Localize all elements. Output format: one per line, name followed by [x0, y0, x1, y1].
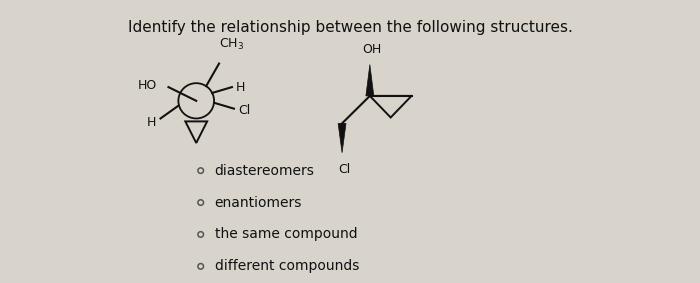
Polygon shape: [338, 123, 346, 153]
Text: H: H: [147, 116, 157, 129]
Text: different compounds: different compounds: [215, 259, 359, 273]
Text: Identify the relationship between the following structures.: Identify the relationship between the fo…: [127, 20, 573, 35]
Text: OH: OH: [362, 43, 382, 56]
Text: enantiomers: enantiomers: [215, 196, 302, 209]
Text: H: H: [236, 81, 245, 94]
Text: diastereomers: diastereomers: [215, 164, 314, 178]
Text: CH$_3$: CH$_3$: [219, 37, 244, 52]
Text: Cl: Cl: [238, 104, 250, 117]
Text: HO: HO: [137, 79, 157, 92]
Text: Cl: Cl: [338, 162, 350, 175]
Polygon shape: [366, 65, 374, 96]
Text: the same compound: the same compound: [215, 228, 357, 241]
